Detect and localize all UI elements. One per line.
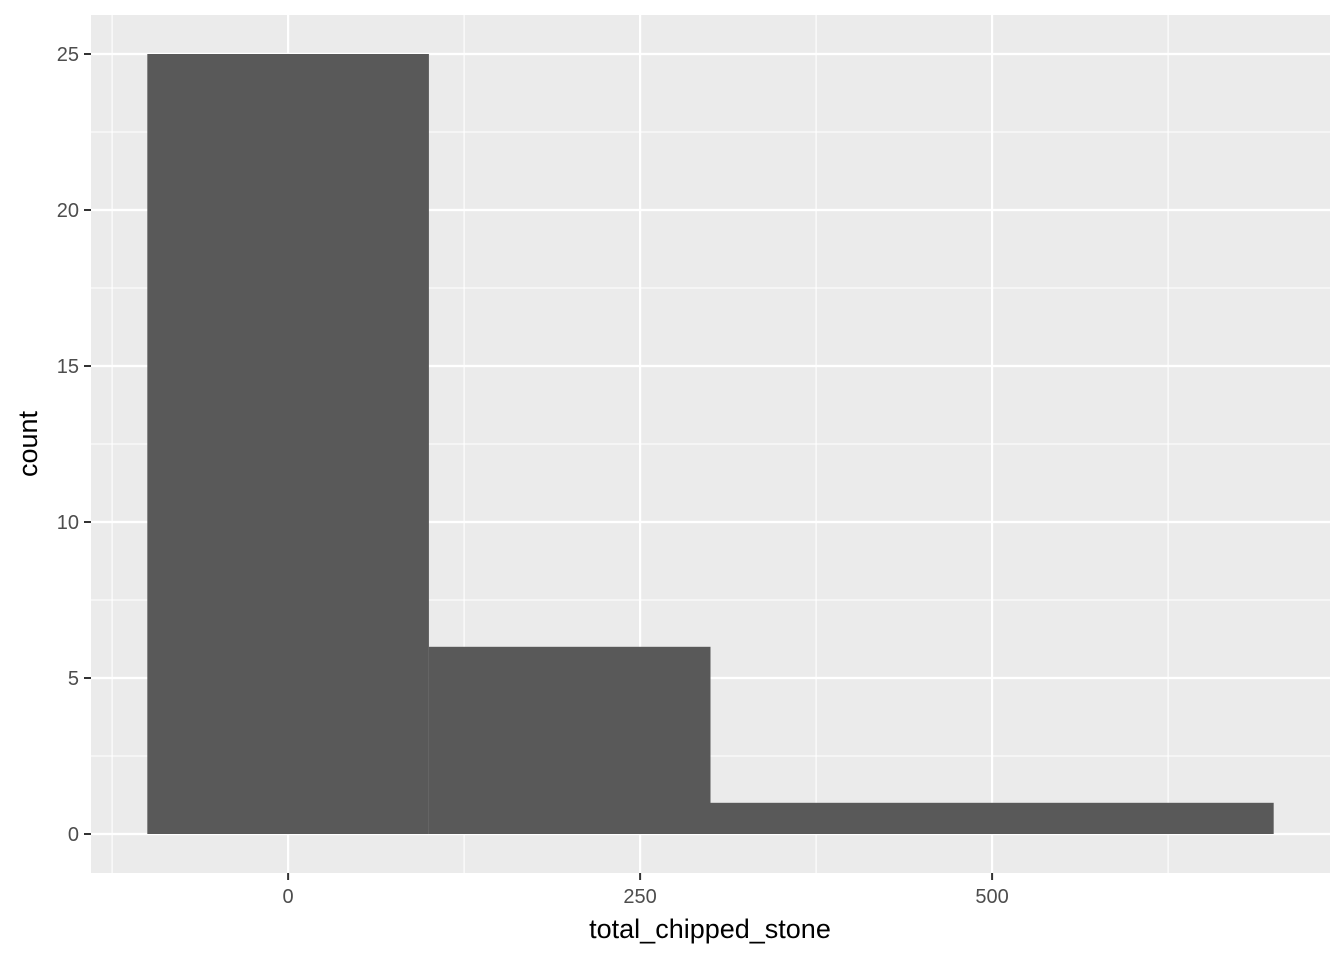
y-tick-label: 10: [57, 512, 79, 534]
histogram-bar: [428, 646, 711, 834]
histogram-bars: [147, 54, 1274, 834]
x-tick-label: 250: [623, 886, 656, 908]
x-axis-title: total_chipped_stone: [589, 914, 831, 944]
y-axis: 0 5 10 15 20 25: [57, 44, 91, 846]
x-tick-label: 500: [975, 886, 1008, 908]
x-tick-label: 0: [283, 886, 294, 908]
y-tick-label: 0: [68, 824, 79, 846]
y-tick-label: 15: [57, 356, 79, 378]
x-axis: 0 250 500: [283, 873, 1009, 908]
y-axis-title: count: [13, 410, 43, 477]
histogram-bar: [147, 54, 429, 834]
histogram-bar: [710, 802, 1274, 834]
y-tick-label: 20: [57, 200, 79, 222]
y-tick-label: 25: [57, 44, 79, 66]
y-tick-label: 5: [68, 668, 79, 690]
